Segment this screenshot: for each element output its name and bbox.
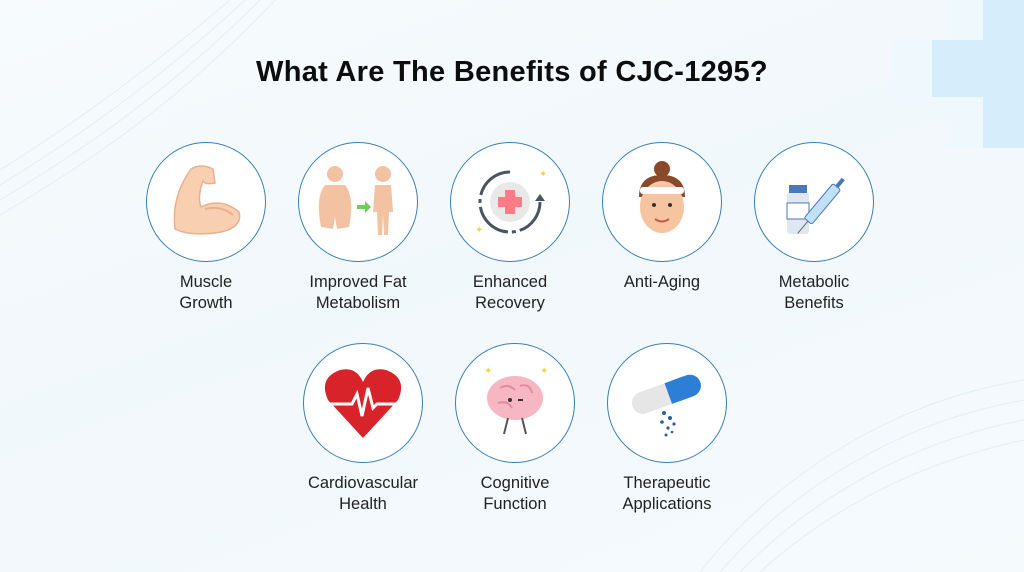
decor-square (945, 97, 983, 148)
decor-square (894, 40, 932, 97)
flexed-bicep-icon (173, 165, 241, 235)
benefit-metabolic: Metabolic Benefits (734, 142, 894, 314)
woman-face-icon (639, 161, 685, 233)
benefit-label: Recovery (475, 294, 545, 312)
svg-text:✦: ✦ (475, 225, 483, 236)
benefit-label: Cardiovascular (307, 474, 419, 492)
benefit-muscle-growth: Muscle Growth (126, 142, 286, 314)
svg-text:✦: ✦ (539, 169, 547, 180)
benefit-fat-metabolism: Improved Fat Metabolism (278, 142, 438, 314)
syringe-vial-icon (786, 177, 845, 234)
benefit-label: Health (339, 495, 387, 513)
benefit-label: Muscle (179, 273, 233, 291)
benefit-label: Metabolic (778, 273, 850, 291)
benefit-label: Cognitive (480, 474, 550, 492)
benefit-cardiovascular-health: Cardiovascular Health (283, 343, 443, 515)
benefit-label: Anti-Aging (623, 273, 701, 291)
benefit-anti-aging: Anti-Aging (582, 142, 742, 293)
benefit-label: Enhanced (472, 273, 548, 291)
page-title: What Are The Benefits of CJC-1295? (256, 56, 768, 88)
capsule-icon (631, 374, 701, 437)
benefit-label: Benefits (784, 294, 844, 312)
decor-square (945, 0, 983, 40)
benefit-label: Metabolism (315, 294, 401, 312)
benefit-label: Improved Fat (309, 273, 407, 291)
benefit-label: Function (483, 495, 547, 513)
benefit-enhanced-recovery: ✦ ✦ Enhanced Recovery (430, 142, 590, 314)
medical-cross-cycle-icon: ✦✦ (475, 169, 547, 236)
benefit-label: Therapeutic (623, 474, 711, 492)
decor-square (983, 0, 1024, 148)
brain-icon: ✦ ✦ (484, 366, 548, 435)
weight-loss-figures-icon (318, 166, 393, 235)
benefit-label: Applications (622, 495, 712, 513)
heart-pulse-icon (324, 369, 402, 438)
svg-text:✦: ✦ (484, 366, 492, 377)
benefit-label: Growth (179, 294, 233, 312)
svg-text:✦: ✦ (540, 366, 548, 377)
benefit-therapeutic-applications: Therapeutic Applications (587, 343, 747, 515)
benefit-cognitive-function: ✦ ✦ Cognitive Function (435, 343, 595, 515)
